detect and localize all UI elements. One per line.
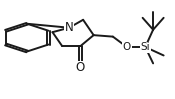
Text: O: O: [123, 42, 131, 52]
Text: O: O: [76, 61, 85, 74]
Text: N: N: [65, 21, 74, 34]
Text: Si: Si: [140, 42, 150, 52]
